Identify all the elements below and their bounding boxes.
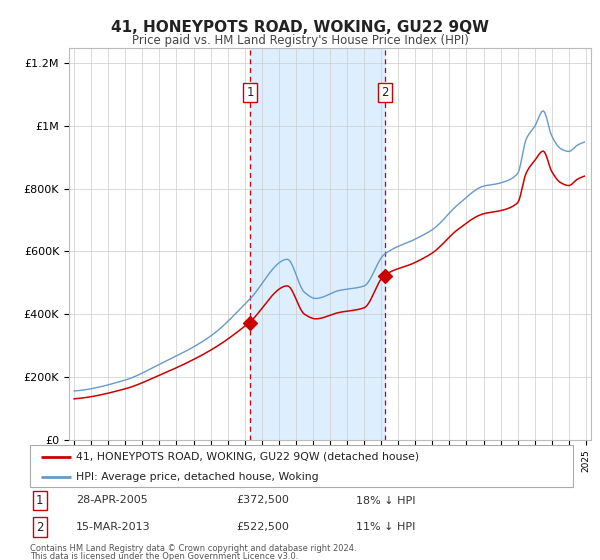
Text: HPI: Average price, detached house, Woking: HPI: Average price, detached house, Woki…	[76, 472, 319, 482]
Text: 11% ↓ HPI: 11% ↓ HPI	[356, 522, 415, 532]
Text: 15-MAR-2013: 15-MAR-2013	[76, 522, 151, 532]
Text: 28-APR-2005: 28-APR-2005	[76, 496, 148, 506]
Text: £372,500: £372,500	[236, 496, 289, 506]
Text: Contains HM Land Registry data © Crown copyright and database right 2024.: Contains HM Land Registry data © Crown c…	[30, 544, 356, 553]
Text: 41, HONEYPOTS ROAD, WOKING, GU22 9QW (detached house): 41, HONEYPOTS ROAD, WOKING, GU22 9QW (de…	[76, 451, 419, 461]
Text: This data is licensed under the Open Government Licence v3.0.: This data is licensed under the Open Gov…	[30, 552, 298, 560]
Text: 41, HONEYPOTS ROAD, WOKING, GU22 9QW: 41, HONEYPOTS ROAD, WOKING, GU22 9QW	[111, 20, 489, 35]
Text: 2: 2	[381, 86, 389, 99]
Text: 1: 1	[36, 494, 44, 507]
Text: 18% ↓ HPI: 18% ↓ HPI	[356, 496, 415, 506]
Text: 1: 1	[247, 86, 254, 99]
Text: £522,500: £522,500	[236, 522, 289, 532]
Point	[245, 318, 255, 327]
Bar	[250, 48, 385, 440]
Text: 2: 2	[36, 521, 44, 534]
Text: Price paid vs. HM Land Registry's House Price Index (HPI): Price paid vs. HM Land Registry's House …	[131, 34, 469, 46]
Point	[380, 271, 389, 280]
